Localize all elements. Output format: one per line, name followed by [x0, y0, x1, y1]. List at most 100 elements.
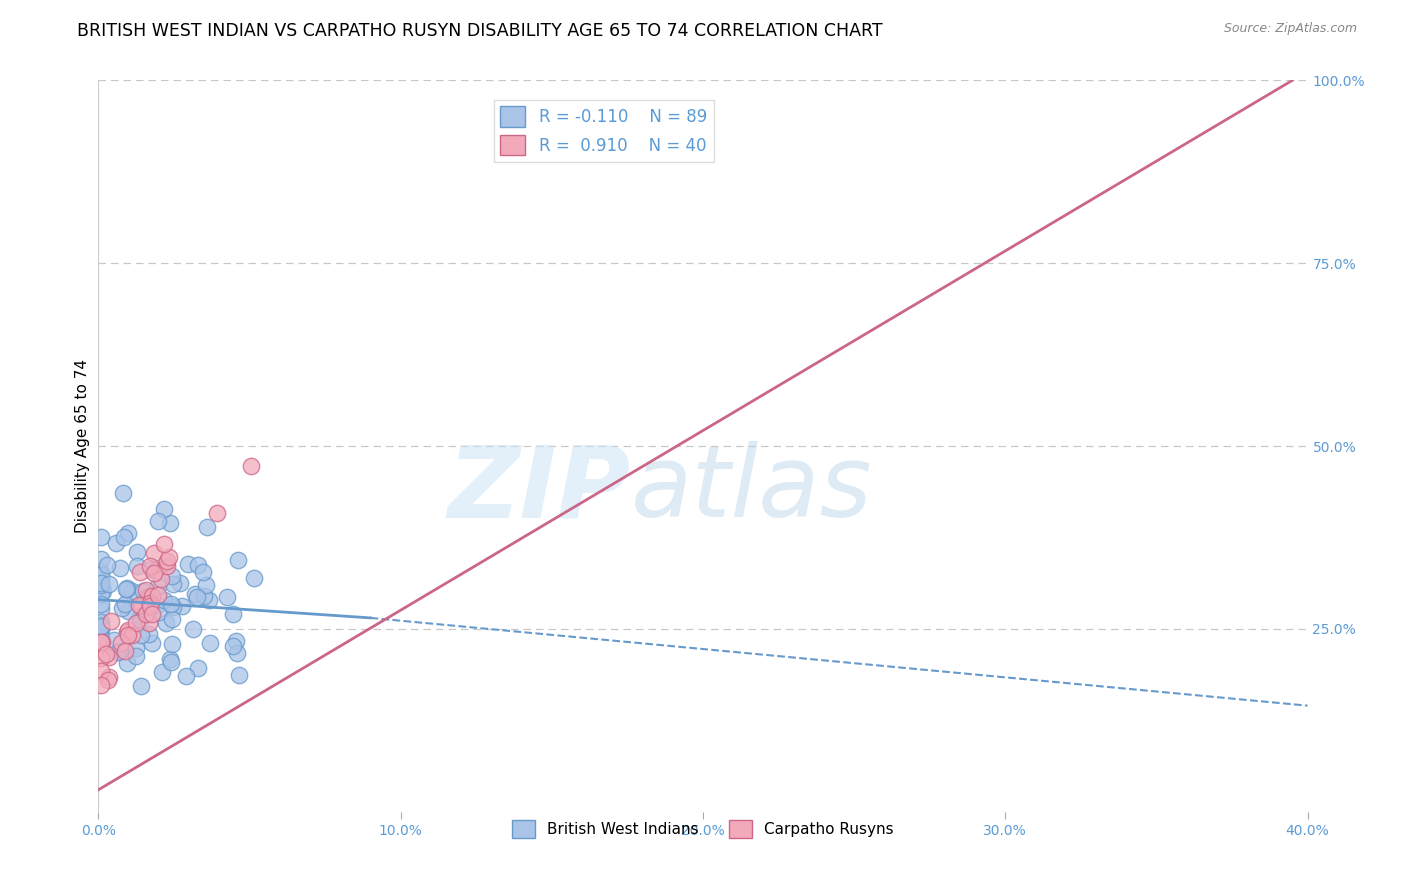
Point	[142, 546, 165, 560]
Point	[117, 624, 139, 638]
Point	[160, 612, 183, 626]
Text: ZIP: ZIP	[447, 442, 630, 539]
Point	[222, 639, 245, 653]
Point	[159, 597, 181, 611]
Point	[121, 628, 143, 642]
Point	[90, 530, 112, 544]
Point	[134, 591, 156, 606]
Point	[96, 647, 118, 661]
Point	[97, 673, 120, 688]
Point	[90, 619, 112, 633]
Point	[174, 669, 197, 683]
Point	[111, 600, 134, 615]
Point	[90, 615, 112, 629]
Point	[90, 651, 112, 665]
Point	[139, 558, 162, 573]
Point	[117, 628, 139, 642]
Point	[225, 646, 247, 660]
Point	[108, 644, 131, 658]
Point	[162, 599, 184, 614]
Point	[117, 604, 139, 618]
Point	[125, 616, 148, 631]
Point	[153, 501, 176, 516]
Point	[135, 592, 157, 607]
Point	[129, 628, 152, 642]
Point	[141, 589, 163, 603]
Point	[117, 526, 139, 541]
Point	[112, 530, 135, 544]
Point	[90, 565, 112, 579]
Point	[205, 506, 228, 520]
Point	[135, 582, 157, 597]
Point	[117, 582, 139, 597]
Point	[96, 558, 118, 573]
Point	[193, 590, 215, 604]
Point	[152, 537, 174, 551]
Point	[103, 632, 125, 647]
Point	[132, 584, 155, 599]
Point	[162, 637, 184, 651]
Point	[90, 664, 112, 678]
Point	[112, 486, 135, 500]
Point	[159, 516, 181, 530]
Text: atlas: atlas	[630, 442, 872, 539]
Point	[162, 569, 184, 583]
Point	[114, 644, 136, 658]
Point	[125, 641, 148, 656]
Point	[150, 665, 173, 679]
Point	[155, 615, 177, 630]
Point	[105, 536, 128, 550]
Point	[139, 562, 162, 576]
Point	[172, 599, 194, 613]
Point	[90, 577, 112, 591]
Point	[145, 563, 167, 577]
Point	[160, 656, 183, 670]
Point	[157, 550, 180, 565]
Point	[145, 598, 167, 612]
Point	[134, 607, 156, 622]
Point	[97, 577, 120, 591]
Point	[114, 597, 136, 611]
Point	[129, 679, 152, 693]
Point	[138, 627, 160, 641]
Point	[169, 576, 191, 591]
Point	[139, 599, 162, 614]
Point	[200, 635, 222, 649]
Point	[187, 661, 209, 675]
Point	[187, 558, 209, 573]
Point	[90, 568, 112, 582]
Point	[194, 578, 217, 592]
Point	[228, 667, 250, 681]
Point	[177, 557, 200, 571]
Point	[97, 670, 120, 684]
Point	[90, 587, 112, 601]
Point	[90, 552, 112, 566]
Point	[186, 590, 208, 604]
Point	[226, 553, 249, 567]
Point	[149, 572, 172, 586]
Point	[191, 565, 214, 579]
Point	[141, 636, 163, 650]
Point	[100, 615, 122, 629]
Point	[148, 605, 170, 619]
Point	[93, 584, 115, 599]
Point	[117, 656, 139, 670]
Point	[107, 645, 129, 659]
Point	[90, 623, 112, 637]
Point	[156, 559, 179, 574]
Point	[197, 519, 219, 533]
Text: Source: ZipAtlas.com: Source: ZipAtlas.com	[1223, 22, 1357, 36]
Text: BRITISH WEST INDIAN VS CARPATHO RUSYN DISABILITY AGE 65 TO 74 CORRELATION CHART: BRITISH WEST INDIAN VS CARPATHO RUSYN DI…	[77, 22, 883, 40]
Point	[215, 590, 238, 604]
Point	[183, 587, 205, 601]
Point	[90, 574, 112, 588]
Point	[90, 635, 112, 649]
Point	[155, 554, 177, 568]
Point	[181, 622, 204, 636]
Point	[138, 616, 160, 631]
Point	[90, 602, 112, 616]
Point	[91, 635, 114, 649]
Point	[121, 584, 143, 599]
Point	[159, 651, 181, 665]
Point	[129, 612, 152, 626]
